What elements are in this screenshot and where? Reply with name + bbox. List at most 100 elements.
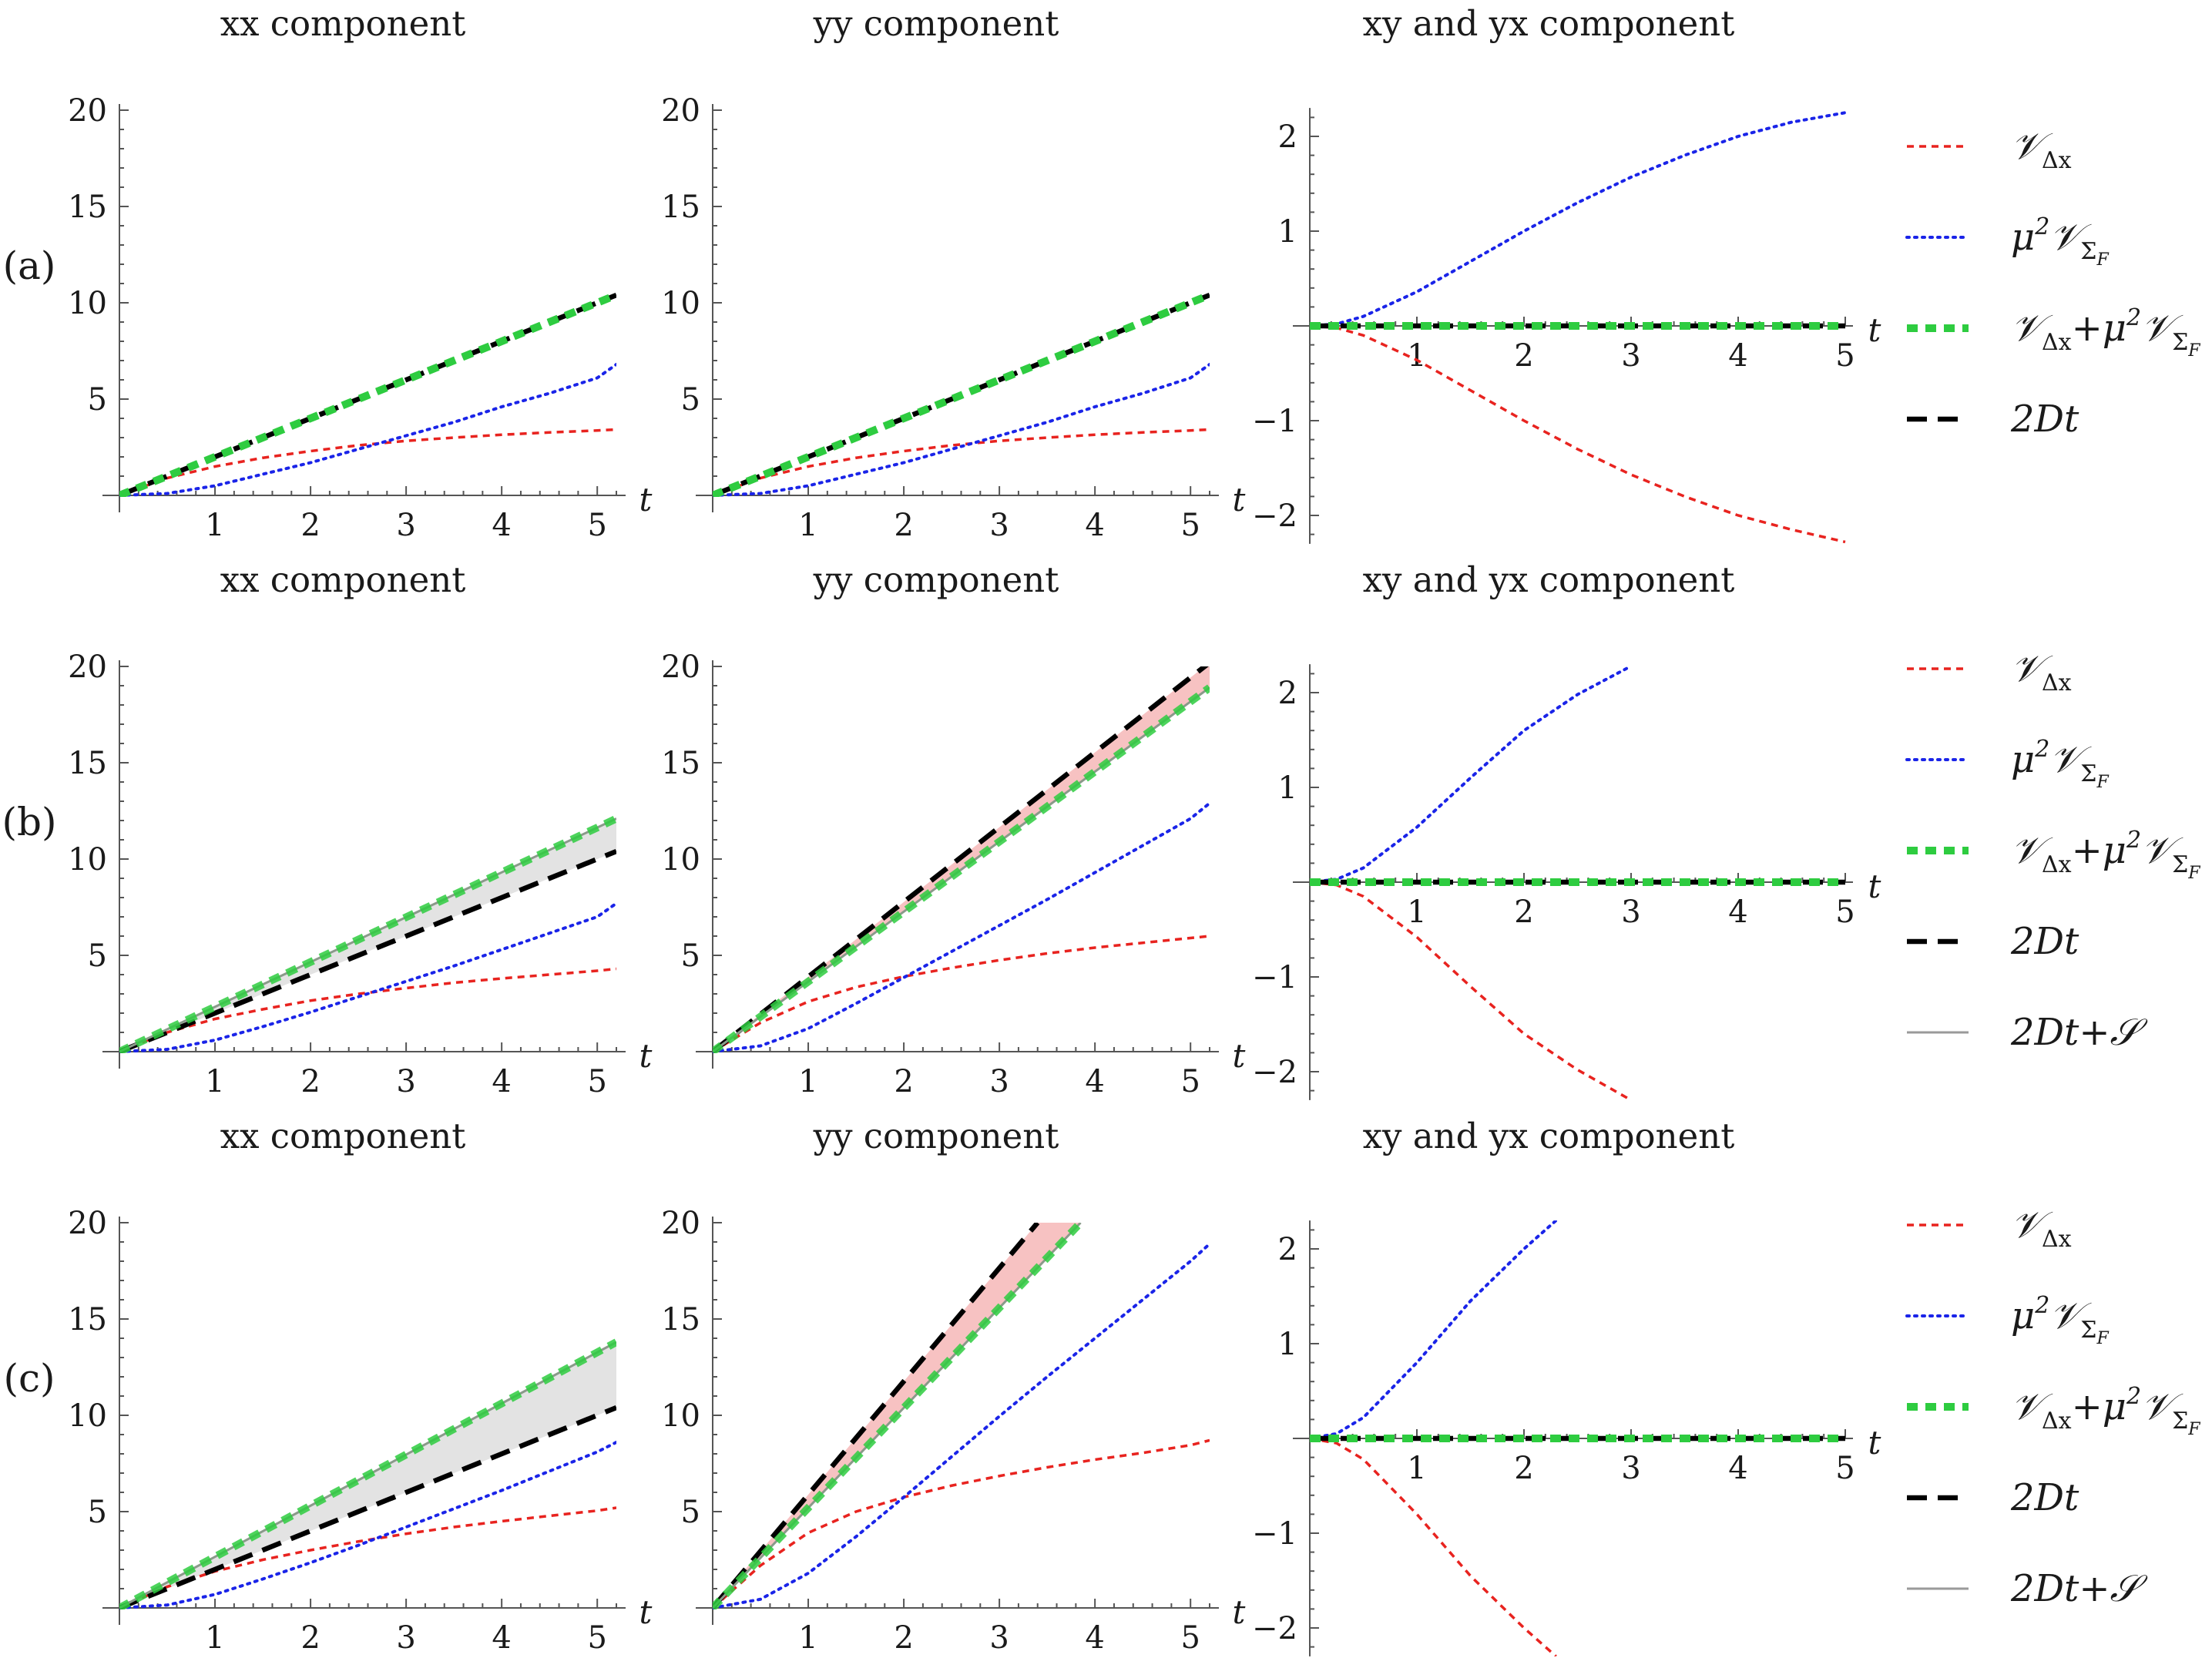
legend-label-part: μ (2011, 738, 2035, 781)
x-tick-label: 4 (492, 1064, 511, 1099)
series-V_dx (119, 428, 616, 497)
x-tick-label: 2 (1514, 1451, 1533, 1486)
x-tick-label: 5 (587, 1620, 606, 1656)
legend-label-sum: 𝒱Δx+μ2𝒱ΣF (2011, 1383, 2200, 1439)
series-sum (119, 291, 616, 497)
y-tick-label: 10 (661, 842, 700, 878)
x-tick-label: 4 (1728, 894, 1747, 930)
y-tick-label: −2 (1252, 1055, 1297, 1090)
y-tick-label: 5 (681, 938, 700, 974)
legend-label-part: Σ (2172, 1408, 2188, 1435)
panel-title: xx component (220, 559, 466, 600)
legend-label-part: 2Dt+𝒮 (2010, 1567, 2149, 1610)
legend-label-part: Σ (2080, 238, 2096, 265)
legend-label-part: Σ (2172, 329, 2188, 356)
x-tick-label: 5 (1835, 338, 1855, 374)
y-tick-label: −1 (1252, 404, 1297, 439)
series-V_dx (119, 1506, 616, 1609)
x-tick-label: 3 (989, 1064, 1009, 1099)
legend-label-part: F (2187, 341, 2200, 361)
x-tick-label: 5 (1180, 1064, 1200, 1099)
y-tick-label: 15 (661, 746, 700, 781)
legend-label-mu2V_SF: μ2𝒱ΣF (2011, 736, 2110, 792)
y-tick-label: 1 (1278, 1327, 1297, 1362)
series-V_dx (713, 1438, 1210, 1609)
y-tick-label: −1 (1252, 960, 1297, 995)
panel-title: xx component (220, 1116, 466, 1156)
legend-label-part: Δx (2042, 147, 2072, 174)
x-tick-label: 3 (1621, 894, 1640, 930)
series-V_dx (713, 935, 1210, 1053)
panel-title: xy and yx component (1363, 1116, 1735, 1156)
x-tick-label: 1 (1407, 338, 1426, 374)
x-tick-label: 2 (300, 1620, 320, 1656)
row-label: (c) (3, 1356, 55, 1401)
x-axis-label: t (1868, 868, 1881, 905)
x-tick-label: 5 (1180, 508, 1200, 543)
legend-label-part: Σ (2172, 851, 2188, 878)
panel-b-xy: xy and yx component 2 1 −1 −2 1 2 3 4 5t (1252, 559, 1881, 1100)
legend-label-part: μ (2011, 216, 2035, 259)
legend-label-V_dx: 𝒱Δx (2011, 647, 2072, 696)
legend-label-part: 2 (2034, 213, 2049, 240)
x-tick-label: 3 (1621, 338, 1640, 374)
legend-label-mu2V_SF: μ2𝒱ΣF (2011, 213, 2110, 270)
legend-label-part: F (2096, 1329, 2110, 1348)
x-tick-label: 2 (300, 508, 320, 543)
x-tick-label: 3 (396, 1064, 415, 1099)
x-tick-label: 1 (798, 508, 817, 543)
series-sum (713, 291, 1210, 497)
y-tick-label: 10 (68, 1398, 107, 1434)
x-tick-label: 1 (798, 1620, 817, 1656)
legend-label-part: F (2096, 773, 2110, 792)
x-tick-label: 4 (1085, 1620, 1104, 1656)
legend-label-part: F (2187, 864, 2200, 883)
x-tick-label: 4 (492, 508, 511, 543)
legend-label-part: +μ (2072, 1385, 2126, 1428)
y-tick-label: 20 (661, 649, 700, 685)
y-tick-label: 20 (661, 1206, 700, 1241)
series-sum (119, 1338, 616, 1609)
series-mu2V_SF (1310, 1220, 1558, 1440)
y-tick-label: 5 (88, 1495, 107, 1530)
series-mu2V_SF (1310, 664, 1633, 884)
series-mu2V_SF (119, 1441, 616, 1609)
x-tick-label: 1 (1407, 894, 1426, 930)
x-tick-label: 2 (300, 1064, 320, 1099)
y-tick-label: 10 (68, 842, 107, 878)
legend-label-part: F (2096, 250, 2110, 270)
series-mu2V_SF (713, 801, 1210, 1053)
panel-title: yy component (813, 1116, 1059, 1156)
y-tick-label: 15 (68, 1302, 107, 1337)
x-tick-label: 2 (1514, 894, 1533, 930)
x-tick-label: 4 (1728, 1451, 1747, 1486)
legend-label-part: 2 (2034, 736, 2049, 763)
legend-label-part: 2Dt (2010, 1476, 2079, 1519)
x-axis-label: t (1233, 1593, 1246, 1631)
series-V_dx (1310, 324, 1846, 544)
series-V_dx (119, 967, 616, 1053)
x-tick-label: 2 (894, 508, 913, 543)
x-tick-label: 1 (1407, 1451, 1426, 1486)
legend-label-part: 2Dt+𝒮 (2010, 1011, 2149, 1054)
x-tick-label: 2 (894, 1620, 913, 1656)
x-axis-label: t (639, 1037, 653, 1075)
x-axis-label: t (1233, 1037, 1246, 1075)
y-tick-label: 2 (1278, 676, 1297, 711)
panel-c-xy: xy and yx component 2 1 −1 −2 1 2 3 4 5t (1252, 1116, 1881, 1656)
legend-label-part: 2Dt (2010, 398, 2079, 441)
x-tick-label: 3 (396, 1620, 415, 1656)
panel-title: yy component (813, 559, 1059, 600)
legend-label-part: 2 (2126, 1383, 2141, 1410)
x-tick-label: 2 (1514, 338, 1533, 374)
y-tick-label: 20 (68, 649, 107, 685)
legend-label-part: 2 (2034, 1292, 2049, 1319)
series-mu2V_SF (1310, 111, 1847, 327)
x-tick-label: 2 (894, 1064, 913, 1099)
series-2Dt (119, 1405, 616, 1609)
